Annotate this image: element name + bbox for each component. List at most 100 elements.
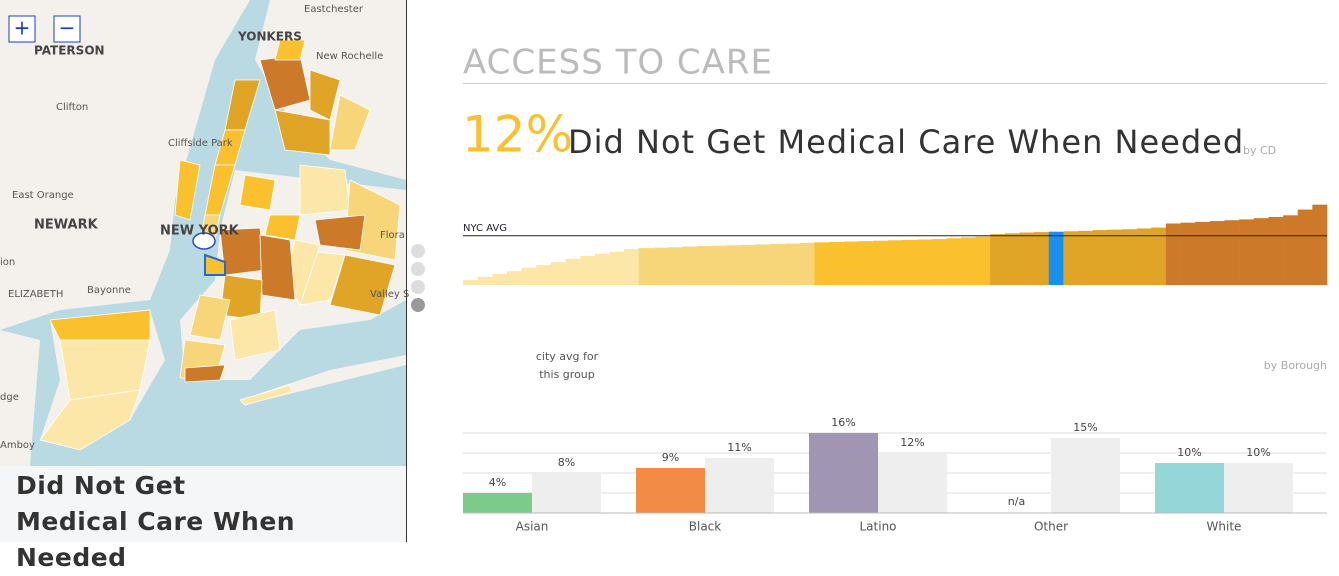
district-bar [1283, 215, 1299, 285]
district-bar [1180, 222, 1196, 285]
headline-value: 12% [462, 106, 573, 164]
place-label: NEW YORK [160, 224, 240, 239]
district-bar [902, 239, 918, 285]
district-bar [770, 244, 786, 285]
value-label: 12% [900, 436, 924, 449]
bar [463, 493, 532, 513]
x-tick-label: Other [1034, 520, 1068, 534]
place-label: ion [0, 257, 15, 268]
place-label: New Rochelle [316, 51, 383, 62]
district-bar [536, 264, 552, 285]
district-bar [477, 276, 493, 285]
x-tick-label: Asian [516, 520, 549, 534]
district-bar [1136, 228, 1152, 285]
district-bar [916, 239, 932, 285]
place-label: Eastchester [304, 4, 364, 15]
district-bar [463, 280, 478, 285]
selected-pin [192, 232, 216, 250]
page-dot[interactable] [411, 298, 425, 312]
zoom-in[interactable]: + [8, 15, 36, 43]
district-bar [1078, 230, 1093, 285]
district-bar [785, 243, 801, 285]
district-bar [624, 248, 640, 285]
district-bar [843, 241, 859, 285]
zoom-out[interactable]: − [53, 15, 81, 43]
x-tick-label: Latino [859, 520, 896, 534]
district-bar [565, 258, 581, 285]
place-label: YONKERS [237, 30, 302, 44]
district-bar [1165, 223, 1181, 285]
headline-note: by CD [1243, 144, 1276, 157]
district-bar [1195, 221, 1211, 285]
canvas: Eastchester YONKERS PATERSON New Rochell… [0, 0, 1328, 542]
legend-label: city avg for this group [536, 350, 599, 381]
district-bar [873, 240, 888, 285]
district-bar [1121, 229, 1137, 285]
place-label: dge [0, 392, 19, 403]
value-label: 8% [558, 456, 575, 469]
district-bar [1268, 216, 1284, 285]
place-label: East Orange [12, 190, 74, 201]
place-label: ELIZABETH [8, 289, 63, 300]
district-bar [814, 242, 830, 285]
value-label: 4% [489, 476, 506, 489]
district-bar [711, 245, 727, 285]
value-label: n/a [1008, 495, 1025, 508]
place-label: Clifton [56, 102, 88, 113]
place-label: PATERSON [34, 44, 105, 58]
value-label: 16% [831, 416, 855, 429]
value-label: 10% [1246, 446, 1270, 459]
district-bar [1063, 231, 1079, 285]
district-bar [1239, 219, 1255, 285]
bar [532, 473, 601, 513]
district-bar [668, 247, 683, 285]
page-dot[interactable] [411, 280, 425, 294]
district-bar [682, 246, 698, 285]
district-bar [521, 267, 537, 285]
district-bar [1034, 232, 1050, 285]
district-bar [492, 273, 508, 285]
avg-label: NYC AVG [463, 223, 507, 234]
district-bar [594, 253, 610, 285]
place-label: NEWARK [34, 218, 99, 233]
district-bar [741, 244, 757, 285]
district-bar [1297, 209, 1313, 285]
place-label: Flora [380, 230, 405, 241]
place-label: Valley S [370, 289, 409, 300]
district-bar [1209, 221, 1225, 285]
district-bar [1224, 220, 1240, 285]
pager[interactable] [411, 244, 425, 312]
district-bar [975, 236, 991, 285]
district-bar [990, 234, 1006, 285]
x-tick-label: Black [689, 520, 722, 534]
zoom-button[interactable] [8, 15, 36, 43]
district-bar [1151, 227, 1167, 285]
selected-bar [1048, 231, 1064, 285]
bar [1224, 463, 1293, 513]
place-label: Bayonne [87, 285, 131, 296]
district-bar [653, 247, 669, 285]
district-bar [858, 241, 874, 285]
zoom-out-label[interactable]: − [59, 16, 76, 40]
bar [1155, 463, 1224, 513]
section-title: ACCESS TO CARE [463, 43, 773, 83]
map[interactable]: Eastchester YONKERS PATERSON New Rochell… [0, 0, 409, 542]
district-bar [638, 248, 654, 285]
bar [809, 433, 878, 513]
district-bar [931, 239, 947, 285]
value-label: 10% [1177, 446, 1201, 459]
district-bar [829, 241, 845, 285]
page-dot[interactable] [411, 244, 425, 258]
chart-note: by Borough [1264, 359, 1327, 372]
page-dot[interactable] [411, 262, 425, 276]
district-bar [946, 238, 962, 285]
district-bar [1019, 232, 1035, 285]
districts [39, 39, 401, 451]
zoom-in-label[interactable]: + [14, 16, 31, 40]
district-bar [1312, 204, 1328, 285]
district-bar [799, 242, 815, 285]
district-bar [550, 262, 566, 285]
headline-text: Did Not Get Medical Care When Needed [568, 123, 1244, 161]
zoom-button[interactable] [53, 15, 81, 43]
